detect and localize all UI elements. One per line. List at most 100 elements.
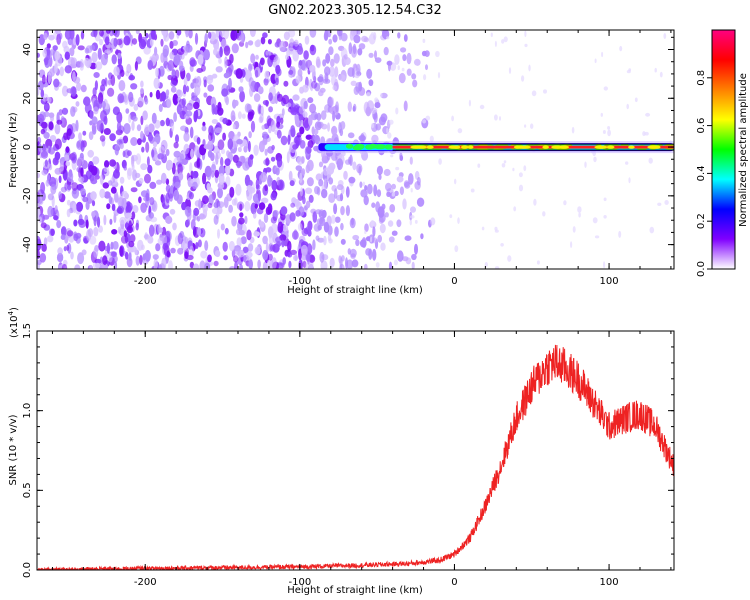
noise-speckle [70, 251, 74, 260]
colorbar-gradient [711, 29, 736, 270]
noise-speckle [243, 145, 248, 153]
noise-speckle [336, 158, 344, 171]
noise-speckle [189, 57, 196, 67]
noise-speckle [208, 132, 213, 142]
noise-speckle [457, 128, 463, 134]
noise-speckle [131, 38, 138, 45]
noise-speckle [501, 163, 506, 168]
noise-speckle [223, 196, 229, 209]
noise-speckle [371, 134, 379, 144]
noise-speckle [292, 144, 298, 150]
noise-speckle [383, 168, 391, 177]
noise-speckle [155, 67, 159, 78]
noise-speckle [386, 60, 393, 66]
noise-speckle [331, 127, 336, 133]
noise-speckle [247, 243, 254, 252]
noise-speckle [224, 58, 228, 69]
noise-speckle [278, 179, 284, 191]
noise-speckle [437, 72, 441, 79]
heatmap-y-axis-label: Frequency (Hz) [8, 112, 19, 188]
noise-speckle [592, 217, 598, 224]
signal-peak [650, 145, 661, 149]
noise-speckle [349, 248, 357, 258]
noise-speckle [100, 84, 106, 92]
noise-speckle [58, 109, 63, 116]
noise-speckle [182, 84, 187, 95]
noise-speckle [54, 151, 61, 161]
noise-speckle [165, 148, 170, 157]
noise-speckle [262, 32, 268, 39]
noise-speckle [66, 230, 74, 237]
noise-speckle [110, 197, 114, 205]
noise-speckle [46, 48, 51, 61]
noise-speckle [194, 161, 200, 168]
noise-speckle [134, 247, 138, 256]
signal-peak [517, 145, 526, 149]
noise-speckle [235, 68, 243, 79]
noise-speckle [90, 178, 98, 185]
noise-speckle [270, 156, 276, 162]
noise-speckle [290, 202, 296, 208]
noise-speckle [64, 154, 70, 161]
noise-speckle [111, 203, 116, 212]
noise-speckle [190, 148, 194, 159]
noise-speckle [340, 121, 346, 130]
noise-speckle [634, 97, 638, 103]
noise-speckle [220, 223, 225, 231]
noise-speckle [204, 240, 209, 251]
noise-speckle [56, 252, 64, 263]
noise-speckle [380, 242, 386, 251]
noise-speckle [165, 184, 171, 193]
noise-speckle [145, 192, 150, 202]
noise-speckle [150, 30, 156, 40]
noise-speckle [494, 40, 497, 48]
signal-blob [365, 144, 374, 150]
noise-speckle [292, 94, 300, 101]
line-x-tick-label: -100 [288, 577, 311, 588]
noise-speckle [167, 60, 175, 71]
noise-speckle [254, 246, 261, 255]
noise-speckle [211, 103, 216, 115]
noise-speckle [183, 76, 188, 87]
noise-speckle [240, 32, 244, 43]
noise-speckle [288, 170, 293, 182]
noise-speckle [207, 150, 213, 158]
noise-speckle [93, 226, 99, 237]
noise-speckle [132, 205, 139, 214]
heatmap-y-tick-label: 0 [22, 144, 33, 150]
noise-speckle [191, 170, 199, 179]
noise-speckle [317, 224, 322, 231]
noise-speckle [87, 149, 94, 158]
noise-speckle [315, 235, 320, 241]
noise-speckle [265, 206, 272, 215]
noise-speckle [48, 121, 54, 131]
noise-speckle [406, 52, 412, 65]
noise-speckle [280, 135, 288, 146]
noise-speckle [246, 189, 253, 201]
noise-speckle [54, 123, 61, 135]
noise-speckle [249, 154, 254, 160]
noise-speckle [400, 47, 407, 53]
noise-speckle [313, 128, 319, 135]
noise-speckle [619, 45, 623, 52]
noise-speckle [410, 187, 413, 193]
noise-speckle [267, 146, 274, 154]
noise-speckle [210, 164, 217, 173]
noise-speckle [267, 174, 272, 187]
line-y-multiplier: (x104) [7, 307, 20, 338]
noise-speckle [260, 171, 268, 183]
noise-speckle [494, 229, 499, 233]
noise-speckle [103, 214, 107, 226]
noise-speckle [341, 255, 345, 262]
noise-speckle [194, 200, 201, 207]
noise-speckle [271, 257, 277, 269]
noise-speckle [183, 132, 190, 142]
noise-speckle [181, 201, 187, 211]
noise-speckle [270, 192, 277, 201]
noise-speckle [140, 130, 144, 141]
noise-speckle [289, 212, 296, 222]
noise-speckle [98, 240, 106, 252]
noise-speckle [156, 179, 163, 185]
noise-speckle [136, 124, 142, 132]
noise-speckle [602, 130, 606, 134]
